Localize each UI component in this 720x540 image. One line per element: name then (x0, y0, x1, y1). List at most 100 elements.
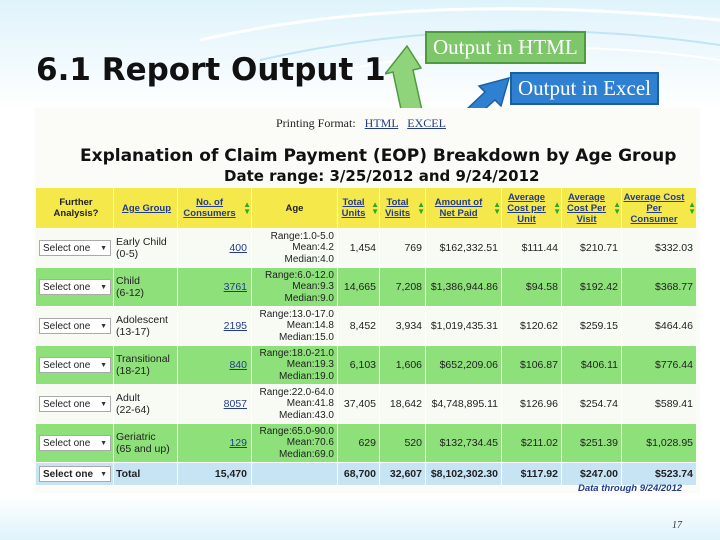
cost-per-consumer-cell: $776.44 (655, 359, 693, 371)
age-group-cell: Adolescent (13-17) (114, 307, 178, 345)
table-row: Select one ▼ Early Child (0-5) 400 Range:1… (36, 229, 696, 268)
net-paid-cell: $4,748,895.11 (426, 385, 502, 423)
total-cost-per-consumer: $523.74 (655, 468, 693, 480)
chevron-down-icon: ▼ (100, 361, 107, 369)
consumers-link[interactable]: 840 (229, 359, 247, 371)
header-age: Age (252, 188, 338, 228)
header-average-cost-per-unit[interactable]: Average Cost per Unit ▲ ▼ (502, 188, 562, 228)
age-cell: Range:6.0-12.0 Mean:9.3 Median:9.0 (252, 268, 338, 306)
eop-table: Further Analysis? Age Group No. of Consu… (36, 188, 696, 486)
date-range: Date range: 3/25/2012 and 9/24/2012 (224, 167, 540, 185)
cost-per-visit-cell: $210.71 (562, 229, 622, 267)
cost-per-visit-cell: $192.42 (562, 268, 622, 306)
visits-cell: 520 (380, 424, 426, 462)
bottom-background-band (0, 495, 720, 540)
table-row: Select one ▼ Adult (22-64) 8057 Range:22.0… (36, 385, 696, 424)
header-amount-net-paid[interactable]: Amount of Net Paid ▲ ▼ (426, 188, 502, 228)
sort-arrows-icon[interactable]: ▲ ▼ (493, 200, 501, 216)
cost-per-consumer-cell: $368.77 (655, 281, 693, 293)
further-analysis-select[interactable]: Select one ▼ (39, 240, 111, 256)
data-through-note: Data through 9/24/2012 (578, 483, 683, 494)
further-analysis-cell: Select one ▼ (36, 424, 114, 462)
total-net-paid: $8,102,302.30 (426, 463, 502, 485)
sort-arrows-icon[interactable]: ▲ ▼ (613, 200, 621, 216)
further-analysis-select[interactable]: Select one ▼ (39, 435, 111, 451)
net-paid-cell: $132,734.45 (426, 424, 502, 462)
visits-cell: 7,208 (380, 268, 426, 306)
visits-cell: 3,934 (380, 307, 426, 345)
consumers-link[interactable]: 3761 (223, 281, 247, 293)
total-cost-per-unit: $117.92 (502, 463, 562, 485)
header-no-of-consumers[interactable]: No. of Consumers ▲ ▼ (178, 188, 252, 228)
further-analysis-cell: Select one ▼ (36, 346, 114, 384)
header-average-cost-per-visit[interactable]: Average Cost Per Visit ▲ ▼ (562, 188, 622, 228)
cost-per-unit-cell: $94.58 (502, 268, 562, 306)
table-row: Select one ▼ Transitional (18-21) 840 Rang… (36, 346, 696, 385)
sort-arrows-icon[interactable]: ▲ ▼ (417, 200, 425, 216)
cost-per-visit-cell: $251.39 (562, 424, 622, 462)
units-cell: 6,103 (338, 346, 380, 384)
consumers-link[interactable]: 400 (229, 242, 247, 254)
cost-per-consumer-cell: $1,028.95 (646, 437, 693, 449)
sort-arrows-icon[interactable]: ▲ ▼ (243, 200, 251, 216)
consumers-link[interactable]: 8057 (223, 398, 247, 410)
printing-format-label: Printing Format: (276, 116, 356, 130)
further-analysis-cell: Select one ▼ (36, 229, 114, 267)
chevron-down-icon: ▼ (100, 244, 107, 252)
cost-per-consumer-cell: $332.03 (655, 242, 693, 254)
age-cell: Range:1.0-5.0 Mean:4.2 Median:4.0 (252, 229, 338, 267)
header-age-group[interactable]: Age Group (114, 188, 178, 228)
header-total-units[interactable]: Total Units ▲ ▼ (338, 188, 380, 228)
age-group-cell: Child (6-12) (114, 268, 178, 306)
format-excel-link[interactable]: EXCEL (407, 116, 446, 130)
header-total-visits[interactable]: Total Visits ▲ ▼ (380, 188, 426, 228)
cost-per-unit-cell: $120.62 (502, 307, 562, 345)
further-analysis-cell: Select one ▼ (36, 307, 114, 345)
consumers-cell: 8057 (178, 385, 252, 423)
units-cell: 1,454 (338, 229, 380, 267)
cost-per-visit-cell: $406.11 (562, 346, 622, 384)
table-row: Select one ▼ Adolescent (13-17) 2195 Range… (36, 307, 696, 346)
further-analysis-select[interactable]: Select one ▼ (39, 466, 111, 482)
cost-per-consumer-cell: $464.46 (655, 320, 693, 332)
page-number: 17 (672, 520, 682, 531)
table-header-row: Further Analysis? Age Group No. of Consu… (36, 188, 696, 229)
age-cell: Range:18.0-21.0 Mean:19.3 Median:19.0 (252, 346, 338, 384)
chevron-down-icon: ▼ (100, 322, 107, 330)
age-group-cell: Transitional (18-21) (114, 346, 178, 384)
sort-arrows-icon[interactable]: ▲ ▼ (688, 200, 696, 216)
chevron-down-icon: ▼ (100, 283, 107, 291)
consumers-cell: 129 (178, 424, 252, 462)
total-age-cell (252, 463, 338, 485)
cost-per-visit-cell: $259.15 (562, 307, 622, 345)
visits-cell: 18,642 (380, 385, 426, 423)
age-cell: Range:13.0-17.0 Mean:14.8 Median:15.0 (252, 307, 338, 345)
age-group-cell: Geriatric (65 and up) (114, 424, 178, 462)
units-cell: 629 (338, 424, 380, 462)
further-analysis-select[interactable]: Select one ▼ (39, 396, 111, 412)
cost-per-unit-cell: $106.87 (502, 346, 562, 384)
sort-arrows-icon[interactable]: ▲ ▼ (553, 200, 561, 216)
total-label: Total (114, 463, 178, 485)
header-further-analysis: Further Analysis? (36, 188, 114, 228)
consumers-link[interactable]: 129 (229, 437, 247, 449)
units-cell: 14,665 (338, 268, 380, 306)
consumers-cell: 400 (178, 229, 252, 267)
header-average-cost-per-consumer[interactable]: Average Cost Per Consumer ▲ ▼ (623, 191, 696, 225)
cost-per-visit-cell: $254.74 (562, 385, 622, 423)
consumers-link[interactable]: 2195 (223, 320, 247, 332)
further-analysis-select[interactable]: Select one ▼ (39, 279, 111, 295)
total-units: 68,700 (338, 463, 380, 485)
sort-arrows-icon[interactable]: ▲ ▼ (371, 200, 379, 216)
units-cell: 8,452 (338, 307, 380, 345)
cost-per-consumer-cell: $589.41 (655, 398, 693, 410)
cost-per-unit-cell: $126.96 (502, 385, 562, 423)
further-analysis-cell: Select one ▼ (36, 385, 114, 423)
age-cell: Range:65.0-90.0 Mean:70.6 Median:69.0 (252, 424, 338, 462)
total-visits: 32,607 (380, 463, 426, 485)
further-analysis-select[interactable]: Select one ▼ (39, 357, 111, 373)
table-row: Select one ▼ Child (6-12) 3761 Range:6.0-1… (36, 268, 696, 307)
further-analysis-select[interactable]: Select one ▼ (39, 318, 111, 334)
format-html-link[interactable]: HTML (364, 116, 399, 130)
units-cell: 37,405 (338, 385, 380, 423)
